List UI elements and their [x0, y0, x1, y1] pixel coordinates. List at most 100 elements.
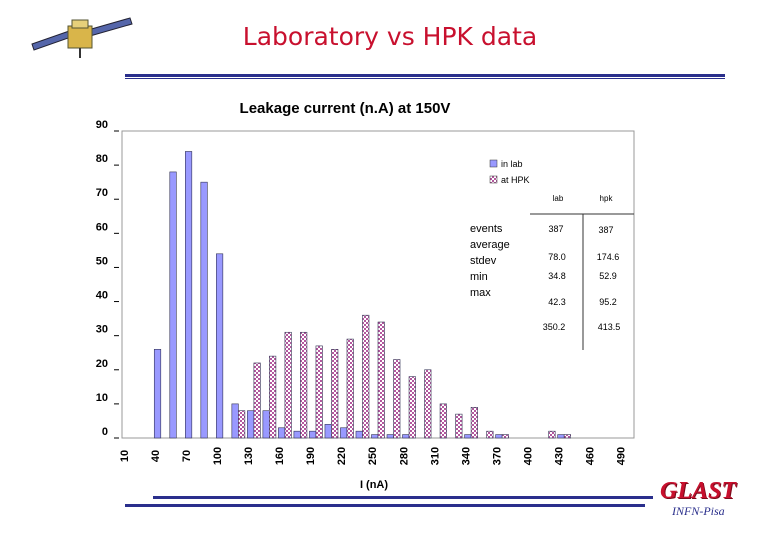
x-tick-label: 10	[119, 450, 131, 462]
y-tick-label: 70	[96, 187, 108, 199]
x-tick-label: 370	[491, 447, 503, 465]
x-tick-label: 310	[429, 447, 441, 465]
x-tick-label: 280	[398, 447, 410, 465]
stats-table: lab hpk events average stdev min max 387…	[470, 194, 634, 350]
x-tick-label: 340	[460, 447, 472, 465]
bar-in-lab	[309, 430, 317, 439]
x-tick-label: 160	[274, 447, 286, 465]
x-tick-label: 490	[615, 447, 627, 465]
glast-logo: GLAST	[660, 478, 737, 504]
bar-in-lab	[185, 151, 193, 439]
bar-at-hpk	[269, 355, 277, 439]
bar-at-hpk	[439, 403, 447, 439]
stats-hpk-max: 413.5	[598, 322, 621, 332]
legend-hpk-swatch	[489, 175, 498, 184]
stats-row-max: max	[470, 287, 491, 299]
y-tick-label: 20	[96, 358, 108, 370]
bar-at-hpk	[253, 362, 261, 439]
bar-in-lab	[324, 424, 332, 439]
stats-lab-min: 42.3	[548, 297, 566, 307]
bar-at-hpk	[424, 369, 432, 439]
bar-at-hpk	[346, 338, 354, 439]
slide-title: Laboratory vs HPK data	[242, 22, 538, 51]
bar-at-hpk	[362, 314, 370, 439]
bar-in-lab	[216, 253, 224, 439]
bar-at-hpk	[300, 331, 308, 439]
bar-at-hpk	[455, 413, 463, 439]
bar-in-lab	[371, 434, 379, 439]
bar-in-lab	[169, 171, 177, 439]
y-tick-label: 0	[102, 426, 108, 438]
stats-hpk-events: 387	[598, 225, 613, 235]
y-tick-label: 60	[96, 221, 108, 233]
y-tick-label: 30	[96, 324, 108, 336]
x-tick-label: 190	[305, 447, 317, 465]
stats-row-average: average	[470, 239, 510, 251]
x-axis-label: I (nA)	[360, 479, 388, 491]
y-tick-label: 50	[96, 255, 108, 267]
legend-lab-swatch	[489, 159, 498, 168]
bar-in-lab	[464, 434, 472, 439]
bar-at-hpk	[393, 359, 401, 439]
bar-in-lab	[557, 434, 565, 439]
chart-title: Leakage current (n.A) at 150V	[240, 100, 451, 117]
legend-hpk-label: at HPK	[501, 175, 530, 185]
footer-rule	[153, 496, 653, 499]
bar-in-lab	[278, 427, 286, 439]
stats-row-min: min	[470, 271, 488, 283]
bar-in-lab	[231, 403, 239, 439]
y-tick-label: 80	[96, 153, 108, 165]
bar-in-lab	[200, 181, 208, 439]
bar-at-hpk	[548, 430, 556, 439]
bar-in-lab	[355, 430, 363, 439]
x-tick-label: 250	[367, 447, 379, 465]
bar-at-hpk	[408, 376, 416, 439]
stats-hpk-stdev: 52.9	[599, 271, 617, 281]
satellite-logo-icon	[31, 17, 133, 58]
stats-hpk-min: 95.2	[599, 297, 617, 307]
footer-rule-lower	[125, 504, 645, 507]
legend: in lab at HPK	[489, 159, 530, 185]
legend-lab-label: in lab	[501, 159, 523, 169]
bar-in-lab	[402, 434, 410, 439]
stats-lab-max: 350.2	[543, 322, 566, 332]
bar-in-lab	[153, 349, 162, 439]
x-tick-label: 430	[553, 447, 565, 465]
y-tick-label: 10	[96, 392, 108, 404]
bar-at-hpk	[501, 434, 509, 439]
bar-at-hpk	[331, 349, 339, 439]
bar-in-lab	[495, 434, 503, 439]
infn-logo: INFN-Pisa	[672, 504, 725, 518]
header-rule	[125, 74, 725, 77]
x-tick-label: 220	[336, 447, 348, 465]
stats-lab-stdev: 34.8	[548, 271, 566, 281]
header-rule-thin	[125, 78, 725, 79]
stats-row-stdev: stdev	[470, 255, 497, 267]
bar-in-lab	[340, 427, 348, 439]
stats-row-events: events	[470, 223, 503, 235]
bar-at-hpk	[238, 410, 246, 439]
stats-col-hpk: hpk	[600, 194, 614, 203]
bar-at-hpk	[284, 331, 292, 439]
stats-lab-events: 387	[548, 224, 563, 234]
bar-in-lab	[293, 430, 301, 439]
x-tick-label: 400	[522, 447, 534, 465]
x-tick-label: 70	[181, 450, 193, 462]
x-tick-label: 100	[212, 447, 224, 465]
y-tick-label: 40	[96, 290, 108, 302]
bar-in-lab	[386, 434, 394, 439]
stats-hpk-average: 174.6	[597, 252, 620, 262]
bar-at-hpk	[470, 406, 478, 439]
bar-in-lab	[262, 410, 270, 439]
bar-at-hpk	[315, 345, 323, 439]
x-tick-label: 460	[584, 447, 596, 465]
stats-col-lab: lab	[553, 194, 564, 203]
y-tick-label: 90	[96, 119, 108, 131]
bar-in-lab	[247, 410, 255, 439]
bar-at-hpk	[563, 434, 571, 439]
bar-at-hpk	[486, 430, 494, 439]
bar-at-hpk	[377, 321, 385, 439]
stats-lab-average: 78.0	[548, 252, 566, 262]
x-tick-label: 130	[243, 447, 255, 465]
